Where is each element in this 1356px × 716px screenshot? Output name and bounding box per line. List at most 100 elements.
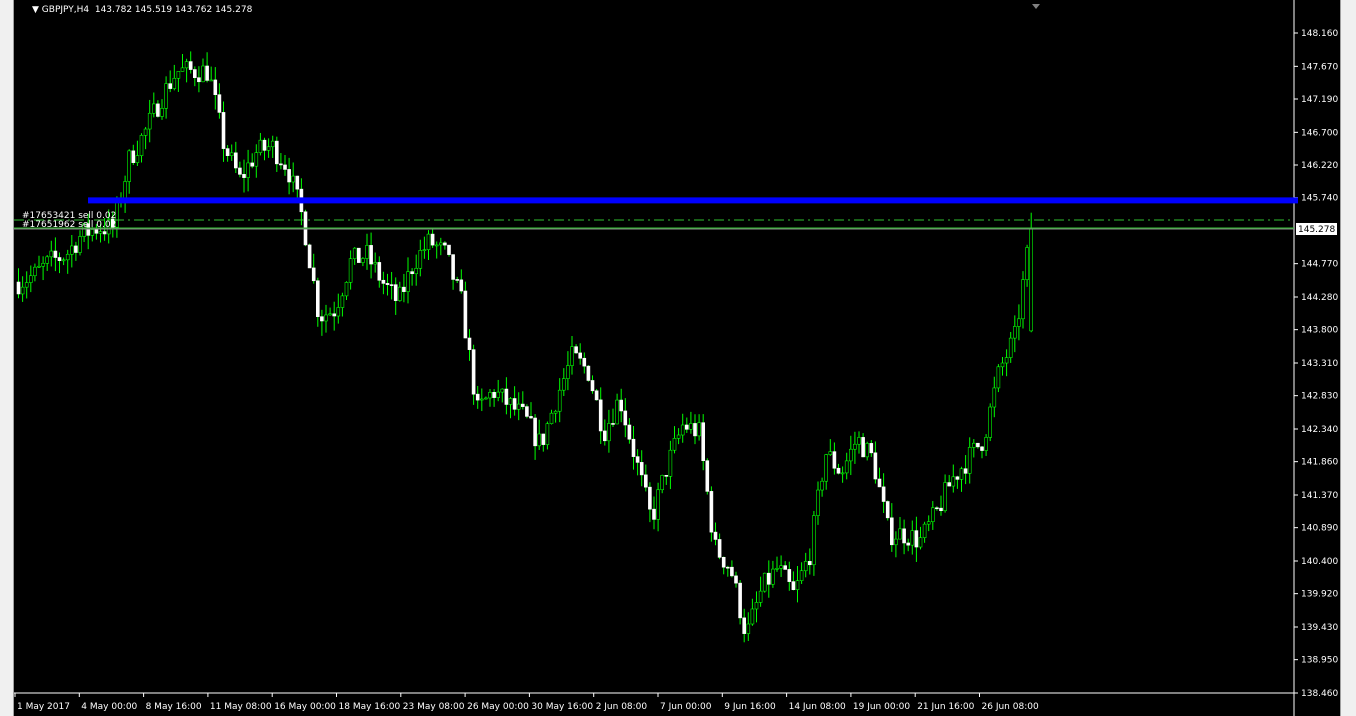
x-tick-label: 2 Jun 08:00 bbox=[596, 702, 648, 712]
bull-candle bbox=[488, 392, 492, 399]
bear-candle bbox=[885, 501, 890, 519]
bull-candle bbox=[90, 229, 95, 236]
bear-candle bbox=[791, 581, 796, 590]
bear-candle bbox=[311, 267, 316, 282]
bear-candle bbox=[766, 572, 771, 585]
y-tick-label: 143.800 bbox=[1301, 326, 1338, 336]
bull-candle bbox=[680, 424, 685, 436]
bear-candle bbox=[721, 557, 726, 568]
y-tick-label: 147.670 bbox=[1301, 62, 1338, 72]
bull-candle bbox=[484, 397, 488, 400]
bull-candle bbox=[561, 378, 566, 391]
bear-candle bbox=[730, 566, 734, 577]
bull-candle bbox=[922, 523, 927, 538]
bull-candle bbox=[78, 236, 82, 253]
bear-candle bbox=[369, 245, 373, 265]
bull-candle bbox=[668, 449, 673, 477]
bear-candle bbox=[234, 152, 238, 169]
bear-candle bbox=[262, 139, 267, 151]
bear-candle bbox=[16, 281, 21, 295]
bull-candle bbox=[844, 460, 849, 474]
bull-candle bbox=[996, 366, 1001, 389]
bull-candle bbox=[414, 268, 419, 275]
bear-candle bbox=[525, 406, 529, 417]
bear-candle bbox=[430, 233, 435, 246]
bull-candle bbox=[824, 454, 829, 482]
chart-canvas[interactable]: 148.160 147.670 147.190 146.700 146.220 145.7… bbox=[14, 0, 1340, 716]
x-tick-label: 16 May 00:00 bbox=[274, 702, 336, 712]
bear-candle bbox=[717, 539, 722, 558]
bear-candle bbox=[213, 79, 218, 96]
bear-candle bbox=[385, 283, 390, 285]
y-tick-label: 144.280 bbox=[1301, 293, 1338, 303]
bull-candle bbox=[98, 231, 103, 234]
bull-candle bbox=[750, 608, 755, 625]
bull-candle bbox=[33, 266, 37, 277]
x-tick-label: 26 Jun 08:00 bbox=[982, 702, 1039, 712]
bear-candle bbox=[652, 508, 656, 520]
bull-candle bbox=[746, 623, 751, 634]
window-frame bbox=[0, 0, 14, 716]
bear-candle bbox=[619, 399, 624, 412]
x-tick-label: 7 Jun 00:00 bbox=[660, 702, 712, 712]
bull-candle bbox=[795, 580, 800, 590]
bull-candle bbox=[61, 259, 66, 262]
bear-candle bbox=[738, 582, 742, 619]
triangle-down-icon[interactable]: ▼ bbox=[32, 5, 39, 15]
bull-candle bbox=[180, 67, 185, 72]
price-chart[interactable]: 148.160 147.670 147.190 146.700 146.220 145.7… bbox=[14, 0, 1340, 716]
bull-candle bbox=[291, 175, 296, 183]
bull-candle bbox=[660, 475, 665, 491]
bull-candle bbox=[951, 476, 956, 487]
bear-candle bbox=[836, 467, 841, 474]
bull-candle bbox=[566, 365, 570, 379]
y-tick-label: 143.310 bbox=[1301, 359, 1338, 369]
bear-candle bbox=[455, 279, 460, 281]
bull-candle bbox=[615, 399, 619, 425]
bear-candle bbox=[381, 279, 386, 284]
y-tick-label: 144.770 bbox=[1301, 260, 1338, 270]
order-label: #17653421 sell 0.02 bbox=[22, 211, 116, 221]
bull-candle bbox=[500, 388, 505, 393]
bull-candle bbox=[328, 313, 332, 316]
bull-candle bbox=[1021, 279, 1025, 320]
bear-candle bbox=[102, 231, 107, 235]
current-price-label: 145.278 bbox=[1298, 225, 1335, 235]
bear-candle bbox=[238, 167, 242, 175]
symbol-label: GBPJPY,H4 bbox=[41, 5, 90, 15]
bull-candle bbox=[894, 538, 898, 546]
bear-candle bbox=[742, 617, 747, 634]
shift-marker-icon bbox=[1032, 4, 1040, 9]
bear-candle bbox=[787, 569, 792, 582]
y-tick-label: 138.460 bbox=[1301, 689, 1338, 699]
y-tick-label: 142.340 bbox=[1301, 425, 1338, 435]
y-tick-label: 141.860 bbox=[1301, 458, 1338, 468]
y-tick-label: 141.370 bbox=[1301, 491, 1338, 501]
bear-candle bbox=[873, 452, 878, 480]
bull-candle bbox=[479, 398, 484, 401]
x-tick-label: 23 May 08:00 bbox=[403, 702, 465, 712]
bull-candle bbox=[164, 83, 168, 109]
bear-candle bbox=[451, 254, 455, 280]
bull-candle bbox=[992, 387, 997, 408]
x-tick-label: 14 Jun 08:00 bbox=[789, 702, 846, 712]
bull-candle bbox=[926, 521, 931, 525]
bull-candle bbox=[184, 61, 189, 69]
bear-candle bbox=[332, 313, 337, 317]
bear-candle bbox=[914, 530, 919, 548]
bear-candle bbox=[578, 352, 583, 359]
bull-candle bbox=[82, 223, 86, 237]
bull-candle bbox=[438, 242, 443, 246]
bear-candle bbox=[881, 486, 886, 502]
vertical-scrollbar[interactable] bbox=[1340, 0, 1356, 716]
bull-candle bbox=[340, 295, 345, 308]
bull-candle bbox=[266, 146, 271, 151]
bear-candle bbox=[274, 140, 279, 165]
bull-candle bbox=[1000, 362, 1005, 368]
bear-candle bbox=[713, 531, 718, 540]
x-tick-label: 18 May 16:00 bbox=[339, 702, 401, 712]
bull-candle bbox=[160, 108, 164, 117]
bull-candle bbox=[135, 155, 140, 163]
bull-candle bbox=[106, 218, 111, 235]
bull-candle bbox=[1025, 247, 1029, 280]
